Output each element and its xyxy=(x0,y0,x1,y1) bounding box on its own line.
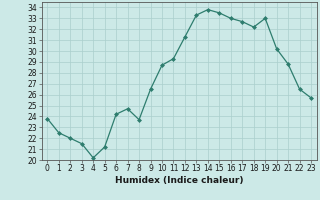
X-axis label: Humidex (Indice chaleur): Humidex (Indice chaleur) xyxy=(115,176,244,185)
